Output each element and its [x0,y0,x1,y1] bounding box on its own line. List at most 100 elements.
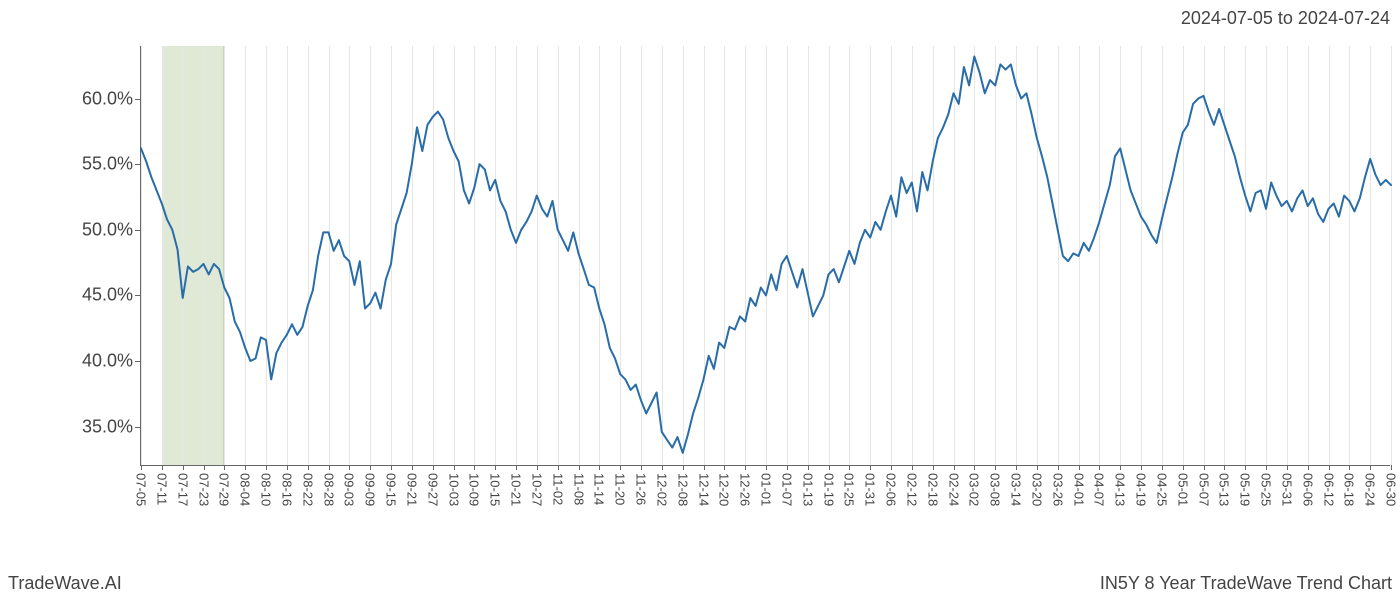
grid-line [245,46,246,465]
x-tick-label: 08-28 [321,473,336,506]
x-tick-label: 08-16 [279,473,294,506]
grid-line [412,46,413,465]
x-tick-mark [1141,465,1142,470]
x-tick-label: 11-08 [571,473,586,505]
x-tick-mark [683,465,684,470]
grid-line [912,46,913,465]
x-tick-label: 07-23 [196,473,211,506]
x-tick-label: 06-24 [1363,473,1378,506]
y-tick-label: 35.0% [82,416,133,437]
y-tick-label: 40.0% [82,351,133,372]
x-tick-label: 10-15 [488,473,503,506]
x-tick-label: 11-20 [613,473,628,505]
grid-line [787,46,788,465]
x-tick-mark [141,465,142,470]
x-tick-label: 07-17 [175,473,190,506]
x-tick-label: 07-05 [134,473,149,506]
x-tick-mark [1329,465,1330,470]
x-tick-mark [162,465,163,470]
grid-line [308,46,309,465]
grid-line [829,46,830,465]
x-tick-mark [870,465,871,470]
x-tick-label: 02-06 [884,473,899,506]
x-tick-mark [995,465,996,470]
grid-line [891,46,892,465]
grid-line [1079,46,1080,465]
grid-line [495,46,496,465]
x-tick-mark [433,465,434,470]
grid-line [391,46,392,465]
grid-line [954,46,955,465]
x-tick-mark [1204,465,1205,470]
grid-line [204,46,205,465]
x-tick-mark [641,465,642,470]
x-tick-label: 02-12 [904,473,919,506]
x-tick-label: 09-21 [404,473,419,506]
x-tick-label: 06-06 [1300,473,1315,506]
x-tick-label: 12-26 [738,473,753,506]
x-tick-mark [745,465,746,470]
x-tick-mark [849,465,850,470]
grid-line [641,46,642,465]
x-tick-mark [558,465,559,470]
x-tick-mark [1079,465,1080,470]
x-tick-mark [495,465,496,470]
grid-line [349,46,350,465]
grid-line [1308,46,1309,465]
grid-line [724,46,725,465]
x-tick-mark [1266,465,1267,470]
grid-line [329,46,330,465]
grid-line [1058,46,1059,465]
x-tick-mark [474,465,475,470]
grid-line [266,46,267,465]
x-tick-label: 09-15 [384,473,399,506]
grid-line [995,46,996,465]
x-tick-mark [224,465,225,470]
x-tick-label: 05-19 [1238,473,1253,506]
x-tick-mark [1349,465,1350,470]
x-tick-mark [245,465,246,470]
x-tick-mark [1037,465,1038,470]
date-range-label: 2024-07-05 to 2024-07-24 [1181,8,1390,29]
x-tick-label: 07-29 [217,473,232,506]
grid-line [558,46,559,465]
x-tick-mark [1370,465,1371,470]
y-tick-mark [135,164,141,165]
x-tick-label: 04-01 [1071,473,1086,506]
x-tick-mark [1287,465,1288,470]
grid-line [1016,46,1017,465]
x-tick-mark [579,465,580,470]
x-tick-label: 06-30 [1384,473,1399,506]
x-tick-label: 04-13 [1113,473,1128,506]
grid-line [766,46,767,465]
x-tick-label: 09-03 [342,473,357,506]
x-tick-label: 04-25 [1154,473,1169,506]
x-tick-mark [349,465,350,470]
x-tick-mark [1162,465,1163,470]
grid-line [537,46,538,465]
x-tick-label: 07-11 [154,473,169,505]
x-tick-label: 01-31 [863,473,878,506]
x-tick-label: 09-27 [425,473,440,506]
x-tick-mark [704,465,705,470]
x-tick-mark [1245,465,1246,470]
grid-line [1162,46,1163,465]
grid-line [1266,46,1267,465]
x-tick-label: 03-02 [967,473,982,506]
x-tick-mark [1099,465,1100,470]
x-tick-label: 03-08 [988,473,1003,506]
x-tick-mark [599,465,600,470]
x-tick-mark [974,465,975,470]
x-tick-label: 10-09 [467,473,482,506]
y-tick-label: 55.0% [82,154,133,175]
x-tick-label: 03-26 [1050,473,1065,506]
x-tick-label: 01-25 [842,473,857,506]
x-tick-label: 03-14 [1009,473,1024,506]
x-tick-mark [1016,465,1017,470]
chart-container: 07-0507-1107-1707-2307-2908-0408-1008-16… [0,36,1400,556]
x-tick-mark [954,465,955,470]
grid-line [808,46,809,465]
x-tick-mark [412,465,413,470]
x-tick-mark [370,465,371,470]
x-tick-mark [1308,465,1309,470]
